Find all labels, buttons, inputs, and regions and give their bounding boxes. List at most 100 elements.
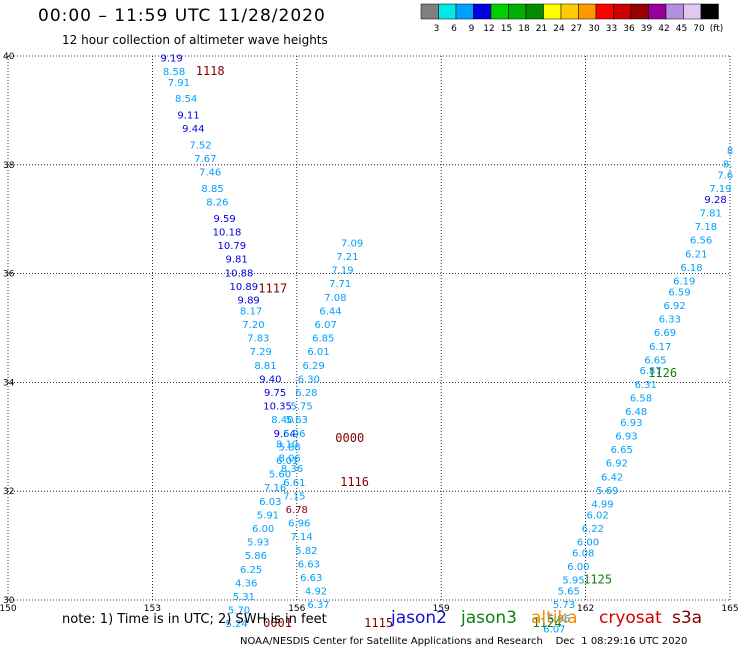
pass-time-label: 0000 — [335, 431, 364, 445]
wave-height-value: 5.96 — [283, 429, 305, 440]
color-scale-label: 45 — [676, 24, 687, 34]
wave-height-value: 6.22 — [582, 524, 604, 535]
pass-time-label: 1126 — [648, 366, 677, 380]
wave-height-value: 7.15 — [283, 491, 305, 502]
wave-height-value: 8.06 — [278, 453, 300, 464]
y-tick-label: 30 — [3, 596, 15, 606]
wave-height-value: 8.85 — [201, 184, 223, 195]
wave-height-value: 4.36 — [235, 578, 257, 589]
wave-height-value: 5.95 — [562, 576, 584, 587]
wave-height-value: 6.00 — [252, 524, 274, 535]
wave-height-value: 9.81 — [226, 255, 248, 266]
y-tick-label: 32 — [3, 487, 14, 497]
wave-height-value: 10.79 — [217, 241, 246, 252]
color-scale-label: 24 — [553, 24, 565, 34]
wave-height-value: 7.6 — [717, 170, 733, 181]
wave-height-value: 6.85 — [312, 334, 334, 345]
wave-height-value: 7.46 — [199, 168, 221, 179]
wave-height-value: 7.91 — [168, 78, 190, 89]
wave-height-value: 5.75 — [290, 402, 312, 413]
pass-time-label: 1124 — [533, 616, 562, 630]
pass-time-label: 1125 — [583, 573, 612, 587]
wave-height-value: 10.35 — [263, 402, 292, 413]
wave-height-value: 6.92 — [606, 459, 628, 470]
wave-height-value: 4.92 — [305, 587, 327, 598]
x-tick-label: 150 — [0, 604, 17, 614]
wave-height-value: 5.73 — [553, 600, 575, 611]
wave-height-value: 6.02 — [587, 510, 609, 521]
wave-height-value: 5.91 — [257, 510, 279, 521]
pass-time-label: 1118 — [196, 64, 225, 78]
page-title: 00:00 – 11:59 UTC 11/28/2020 — [38, 6, 326, 26]
wave-height-value: 9.44 — [182, 124, 204, 135]
wave-height-value: 8.26 — [206, 198, 228, 209]
pass-time-label: 0001 — [263, 616, 292, 630]
wave-height-value: 5.93 — [247, 538, 269, 549]
wave-height-value: 6.18 — [680, 263, 702, 274]
wave-height-value: 6.33 — [659, 315, 681, 326]
wave-height-value: 6.56 — [690, 236, 712, 247]
wave-height-value: 9.64 — [274, 429, 296, 440]
wave-height-value: 8.40 — [271, 415, 293, 426]
wave-height-value: 8.36 — [281, 464, 303, 475]
color-scale-label: 21 — [536, 24, 547, 34]
color-scale-label: 3 — [434, 24, 440, 34]
wave-height-value: 5.70 — [228, 606, 250, 617]
wave-height-value: 6.92 — [664, 301, 686, 312]
x-tick-label: 159 — [433, 604, 450, 614]
wave-height-value: 7.14 — [290, 532, 312, 543]
wave-height-value: 5.96 — [548, 614, 570, 625]
wave-height-value: 9.19 — [161, 53, 183, 64]
y-tick-label: 34 — [3, 378, 15, 388]
color-scale-label: 70 — [693, 24, 705, 34]
color-scale-label: 42 — [658, 24, 669, 34]
wave-height-value: 5.69 — [596, 486, 618, 497]
wave-height-value: 6.65 — [644, 355, 666, 366]
wave-height-value: 7.21 — [336, 252, 358, 263]
wave-height-value: 9.89 — [238, 296, 260, 307]
wave-height-value: 9.11 — [177, 111, 199, 122]
wave-height-value: 8.54 — [175, 94, 197, 105]
wave-height-value: 6.03 — [259, 497, 281, 508]
wave-height-value: 6.08 — [572, 548, 594, 559]
pass-time-label: 1117 — [258, 282, 287, 296]
footnote: note: 1) Time is in UTC; 2) SWH is in fe… — [62, 612, 327, 627]
color-scale-legend: 3 6 9 12 15 18 21 24 27 30 33 36 39 42 45 70 (ft) — [420, 3, 724, 34]
wave-height-value: 6.44 — [319, 306, 341, 317]
color-scale-label: 30 — [588, 24, 600, 34]
x-tick-label: 153 — [144, 604, 161, 614]
legend-item-altika: altika — [531, 608, 578, 628]
wave-height-value: 9.40 — [259, 374, 281, 385]
wave-height-value: 6.93 — [620, 418, 642, 429]
wave-height-value: 8.17 — [240, 306, 262, 317]
color-scale-label: 12 — [483, 24, 494, 34]
color-scale-label: (ft) — [710, 24, 724, 34]
wave-height-value: 6.37 — [307, 600, 329, 611]
wave-height-value: 6.63 — [300, 573, 322, 584]
wave-height-value: 5.63 — [286, 415, 308, 426]
color-scale-label: 18 — [518, 24, 530, 34]
wave-height-value: 6.00 — [577, 538, 599, 549]
wave-height-value: 6.48 — [625, 407, 647, 418]
legend-item-jason2: jason2 — [391, 608, 447, 628]
wave-height-value: 7.67 — [194, 154, 216, 165]
color-scale-label: 33 — [606, 24, 617, 34]
wave-height-value: 6.59 — [668, 287, 690, 298]
wave-height-value: 6.96 — [288, 519, 310, 530]
wave-height-value: 7.20 — [242, 320, 264, 331]
wave-height-value: 6.58 — [630, 393, 652, 404]
wave-height-value: 6.61 — [283, 478, 305, 489]
wave-height-value: 5.31 — [233, 592, 255, 603]
wave-height-value: 6.00 — [567, 562, 589, 573]
wave-height-value: 5.86 — [245, 551, 267, 562]
y-tick-label: 40 — [3, 52, 15, 62]
wave-height-value: 6.63 — [298, 559, 320, 570]
wave-height-value: 6.30 — [298, 374, 320, 385]
y-tick-label: 38 — [3, 161, 15, 171]
wave-height-value: 7.83 — [247, 334, 269, 345]
wave-height-value: 7.09 — [341, 238, 363, 249]
wave-height-value: 9.75 — [264, 388, 286, 399]
legend-item-s3a: s3a — [672, 608, 703, 628]
wave-height-value: 6.93 — [615, 432, 637, 443]
